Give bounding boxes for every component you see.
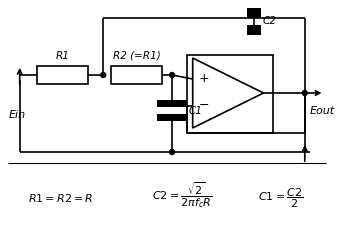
Text: C1: C1 (189, 105, 203, 115)
Text: $C1 = \dfrac{C2}{2}$: $C1 = \dfrac{C2}{2}$ (257, 186, 303, 210)
Text: Ein: Ein (9, 110, 26, 120)
Text: +: + (199, 72, 209, 85)
Bar (187, 55, 273, 133)
Circle shape (170, 72, 174, 77)
Text: R2 (=R1): R2 (=R1) (113, 51, 160, 61)
Text: R1: R1 (56, 51, 70, 61)
Bar (247, 25, 260, 35)
Text: C2: C2 (262, 17, 276, 26)
Circle shape (302, 90, 307, 96)
Circle shape (170, 149, 174, 155)
Bar (111, 66, 162, 84)
Text: −: − (199, 99, 209, 112)
Bar (157, 114, 187, 121)
Bar (247, 8, 260, 18)
Text: $R1 = R2 = R$: $R1 = R2 = R$ (28, 192, 94, 204)
Bar (157, 100, 187, 107)
Text: $C2 = \dfrac{\sqrt{2}}{2\pi f_c R}$: $C2 = \dfrac{\sqrt{2}}{2\pi f_c R}$ (152, 180, 212, 210)
Bar (37, 66, 88, 84)
Text: Eout: Eout (310, 106, 335, 116)
Circle shape (101, 72, 106, 77)
